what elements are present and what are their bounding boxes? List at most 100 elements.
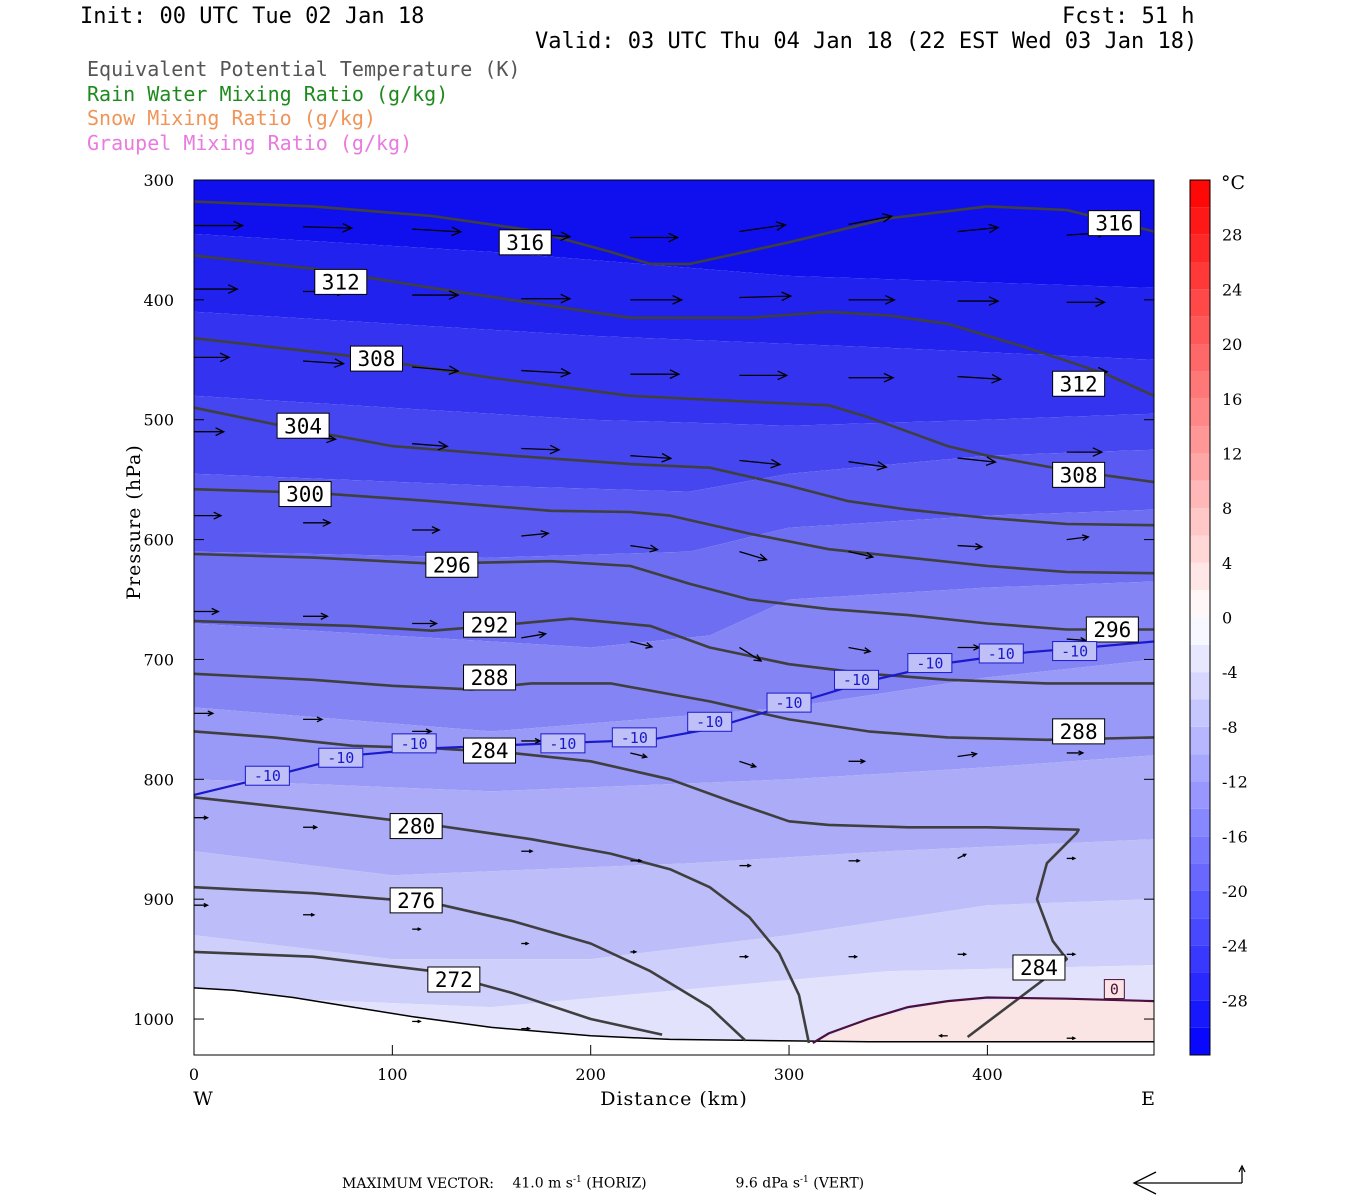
wind-vector-head	[310, 912, 316, 917]
isotherm-label-text: -10	[549, 735, 576, 753]
wind-vector-head	[938, 1033, 943, 1038]
wind-vector-head	[883, 372, 895, 383]
wind-vector	[303, 612, 329, 620]
wind-vector-head	[881, 213, 894, 223]
isotherm-label: -10	[687, 711, 733, 732]
wind-vector	[521, 631, 548, 639]
horiz-exponent: -1	[572, 1175, 582, 1185]
theta-e-label-text: 284	[471, 739, 509, 763]
colorbar-swatch	[1190, 180, 1210, 208]
y-axis-label: Pressure (hPa)	[123, 444, 145, 600]
theta-e-288	[193, 672, 1155, 742]
theta-e-label: 284	[1012, 954, 1066, 981]
wind-vector-head	[334, 358, 346, 368]
wind-vector	[630, 452, 673, 463]
wind-vector	[521, 293, 572, 304]
colorbar-tick-label: 8	[1222, 499, 1232, 518]
contour-labels: 316 316 312 312 308 308 304 300 296 296 292 288 288 2…	[244, 210, 1141, 1000]
wind-vector	[630, 640, 654, 649]
wind-vector	[412, 927, 422, 931]
theta-e-label: 284	[463, 737, 517, 764]
colorbar-tick-label: 0	[1222, 609, 1232, 628]
wind-vector	[739, 646, 763, 662]
wind-vector	[848, 213, 894, 225]
wind-vector-head	[962, 853, 968, 858]
theta-e-label-text: 288	[471, 666, 509, 690]
isotherm-label-box	[391, 733, 437, 754]
wind-vector	[957, 751, 978, 758]
wind-vector	[412, 1019, 422, 1024]
colorbar-swatch	[1190, 234, 1210, 263]
terrain	[193, 987, 1154, 1055]
theta-e-label-text: 280	[397, 815, 435, 839]
legend-graupel: Graupel Mixing Ratio (g/kg)	[87, 131, 413, 155]
theta-e-label-box	[1052, 461, 1106, 488]
wind-vector	[521, 941, 530, 946]
wind-vector	[412, 290, 460, 300]
wind-vector	[1066, 447, 1104, 457]
theta-e-label-text: 276	[397, 889, 435, 913]
wind-vector-shaft	[957, 457, 996, 463]
isotherm-label-box	[1052, 641, 1098, 662]
wind-vector	[412, 619, 439, 628]
isotherm-label-text: -10	[327, 749, 354, 767]
wind-vector	[739, 458, 782, 469]
wind-vector-head	[320, 612, 329, 620]
theta-e-label-text: 288	[1060, 720, 1098, 744]
wind-vector-shaft	[521, 532, 549, 537]
theta-e-292	[193, 617, 1154, 685]
wind-vector-shaft	[957, 544, 982, 548]
colorbar-tick-label: 4	[1222, 554, 1232, 573]
wind-vector-head	[1095, 297, 1107, 308]
theta-e-label: 304	[276, 412, 330, 439]
wind-vector	[412, 226, 463, 237]
y-tick-label: 600	[143, 531, 174, 550]
wind-vector-head	[215, 427, 226, 437]
wind-vector-shaft	[412, 443, 448, 448]
wind-vector-head	[777, 370, 789, 381]
wind-vector	[194, 284, 239, 294]
theta-e-label: 316	[498, 229, 552, 256]
temp-band-3	[194, 395, 1154, 492]
colorbar-swatch	[1190, 508, 1210, 536]
wind-vector-head	[219, 352, 231, 363]
wind-vector	[412, 365, 460, 376]
colorbar-swatch	[1190, 426, 1210, 454]
wind-vector	[957, 542, 984, 551]
wind-vector-head	[417, 1019, 422, 1024]
wind-vector	[957, 373, 1003, 384]
colorbar-tick-label: 16	[1222, 390, 1242, 409]
colorbar-swatch	[1190, 945, 1210, 973]
wind-vector	[739, 550, 768, 562]
wind-vector-head	[885, 295, 896, 305]
wind-vector-shaft	[957, 226, 999, 233]
horiz-value: 41.0	[512, 1175, 544, 1192]
theta-e-label: 296	[1085, 616, 1139, 643]
isotherm-label-text: -10	[401, 735, 428, 753]
colorbar-swatch	[1190, 672, 1210, 700]
wind-vector	[848, 858, 861, 863]
theta-e-label: 276	[389, 887, 443, 914]
wind-vector	[1066, 750, 1085, 756]
vert-exponent: -1	[800, 1175, 809, 1185]
wind-vector	[848, 646, 872, 654]
wind-vector-shaft	[848, 215, 892, 225]
wind-vector-shaft	[739, 760, 756, 768]
colorbar-swatch	[1190, 781, 1210, 809]
theta-e-284	[193, 730, 1080, 1039]
theta-e-label: 296	[425, 551, 479, 578]
isotherm-label-box	[244, 765, 290, 786]
theta-e-276	[193, 885, 747, 1042]
valid-time: Valid: 03 UTC Thu 04 Jan 18 (22 EST Wed …	[535, 29, 1198, 54]
wind-vector-shaft	[630, 455, 671, 460]
wind-vector-head	[560, 231, 572, 242]
wind-vector-head	[775, 221, 787, 231]
wind-vector-head	[641, 753, 649, 759]
colorbar-swatch	[1190, 344, 1210, 372]
wind-vector	[521, 529, 550, 539]
wind-vector-head	[525, 941, 530, 946]
isotherm-label-text: -10	[1061, 642, 1088, 660]
x-axis-label: Distance (km)	[600, 1088, 748, 1110]
y-tick-label: 500	[143, 411, 174, 430]
wind-vector	[194, 902, 210, 908]
